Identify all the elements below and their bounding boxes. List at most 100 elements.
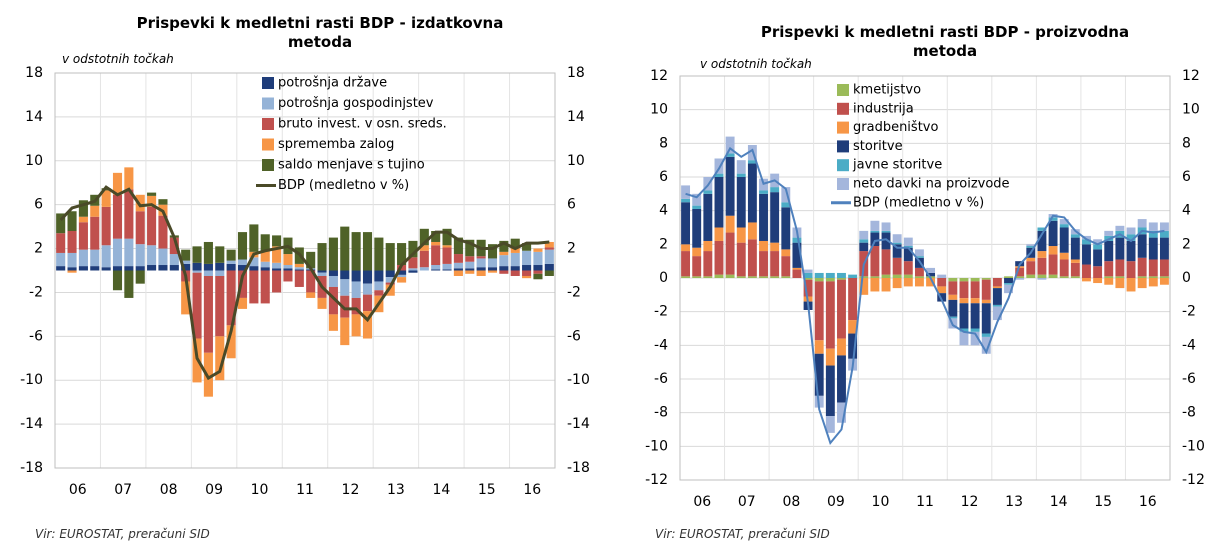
bar-segment bbox=[283, 254, 293, 266]
bar-segment bbox=[870, 246, 880, 277]
bar-segment bbox=[692, 208, 702, 248]
bar-segment bbox=[328, 270, 338, 276]
bar-segment bbox=[533, 270, 543, 274]
bar-segment bbox=[1115, 276, 1125, 278]
y-tick-label: -14 bbox=[20, 416, 43, 432]
bar-segment bbox=[408, 257, 418, 269]
bar-segment bbox=[881, 230, 891, 233]
bar-segment bbox=[903, 261, 913, 275]
bar-segment bbox=[283, 268, 293, 271]
y-tick-label: 18 bbox=[25, 65, 43, 81]
bar-segment bbox=[385, 277, 395, 283]
bar-segment bbox=[374, 270, 384, 282]
bar-segment bbox=[203, 270, 213, 276]
bar-segment bbox=[970, 331, 980, 346]
chart-title: Prispevki k medletni rasti BDP - izdatko… bbox=[136, 14, 504, 51]
y-tick-label: -12 bbox=[645, 472, 668, 488]
bar-segment bbox=[419, 250, 429, 268]
y-tick-label: -2 bbox=[654, 304, 668, 320]
legend-label: kmetijstvo bbox=[853, 83, 921, 98]
bar-segment bbox=[1126, 278, 1136, 292]
bar-segment bbox=[306, 270, 316, 293]
bar-segment bbox=[747, 276, 757, 278]
bar-segment bbox=[1004, 276, 1013, 278]
bar-segment bbox=[970, 303, 980, 329]
bar-segment bbox=[703, 276, 713, 278]
bar-segment bbox=[147, 206, 157, 246]
bar-segment bbox=[1093, 239, 1103, 245]
bar-segment bbox=[1082, 244, 1091, 265]
bar-segment bbox=[681, 244, 691, 252]
bar-segment bbox=[870, 232, 880, 247]
bar-segment bbox=[692, 276, 702, 278]
legend-label: saldo menjave s tujino bbox=[278, 158, 425, 173]
legend-swatch bbox=[837, 84, 849, 96]
bar-segment bbox=[892, 244, 902, 258]
bar-segment bbox=[442, 269, 452, 271]
bar-segment bbox=[385, 282, 395, 285]
bar-segment bbox=[1015, 267, 1025, 277]
bar-segment bbox=[67, 267, 77, 271]
bar-segment bbox=[294, 267, 304, 270]
y2-tick-label: -2 bbox=[567, 284, 581, 300]
bar-segment bbox=[1004, 284, 1013, 294]
bar-segment bbox=[937, 286, 947, 294]
bar-segment bbox=[340, 270, 350, 280]
bar-segment bbox=[959, 298, 969, 304]
bar-segment bbox=[803, 279, 813, 297]
bar-segment bbox=[226, 325, 236, 359]
bar-segment bbox=[692, 256, 702, 277]
bar-segment bbox=[272, 262, 282, 269]
bar-segment bbox=[714, 274, 724, 278]
bar-segment bbox=[948, 299, 958, 317]
x-tick-label: 06 bbox=[69, 482, 87, 498]
bar-segment bbox=[759, 251, 768, 277]
y2-tick-label: -12 bbox=[1182, 472, 1205, 488]
bar-segment bbox=[67, 270, 77, 273]
x-tick-label: 10 bbox=[872, 494, 890, 510]
bar-segment bbox=[510, 252, 520, 267]
y-tick-label: 8 bbox=[659, 135, 668, 151]
bar-segment bbox=[112, 172, 123, 195]
x-tick-label: 09 bbox=[827, 494, 845, 510]
bar-segment bbox=[1159, 276, 1169, 278]
bar-segment bbox=[90, 205, 100, 217]
legend-swatch bbox=[837, 178, 849, 190]
legend-swatch bbox=[262, 97, 274, 110]
bar-segment bbox=[736, 276, 746, 278]
bar-segment bbox=[1159, 259, 1169, 277]
subtitle: v odstotnih točkah bbox=[700, 57, 812, 71]
bar-segment bbox=[283, 265, 293, 269]
bar-segment bbox=[90, 249, 100, 267]
bar-segment bbox=[926, 267, 936, 273]
bar-segment bbox=[499, 255, 509, 267]
bar-segment bbox=[397, 270, 407, 275]
bar-segment bbox=[147, 192, 157, 196]
bar-segment bbox=[442, 245, 452, 248]
bar-segment bbox=[215, 246, 225, 263]
bar-segment bbox=[848, 333, 858, 359]
bar-segment bbox=[431, 241, 441, 246]
bar-segment bbox=[881, 249, 891, 275]
bar-segment bbox=[1093, 278, 1103, 284]
bar-segment bbox=[725, 153, 735, 157]
bar-segment bbox=[533, 265, 543, 271]
bar-segment bbox=[533, 248, 543, 252]
bar-segment bbox=[948, 278, 958, 282]
bar-segment bbox=[1148, 278, 1158, 287]
bar-segment bbox=[192, 270, 202, 273]
bar-segment bbox=[1082, 264, 1091, 278]
legend-swatch bbox=[262, 138, 274, 151]
bar-segment bbox=[351, 232, 361, 271]
bar-segment bbox=[992, 278, 1002, 287]
bar-segment bbox=[1148, 230, 1158, 238]
bar-segment bbox=[124, 238, 134, 267]
legend-label: gradbeništvo bbox=[853, 120, 938, 135]
bar-segment bbox=[431, 269, 441, 271]
bar-segment bbox=[848, 274, 858, 278]
bar-segment bbox=[522, 270, 532, 276]
bar-segment bbox=[465, 261, 475, 269]
bar-segment bbox=[1070, 234, 1080, 238]
bar-segment bbox=[948, 294, 958, 300]
